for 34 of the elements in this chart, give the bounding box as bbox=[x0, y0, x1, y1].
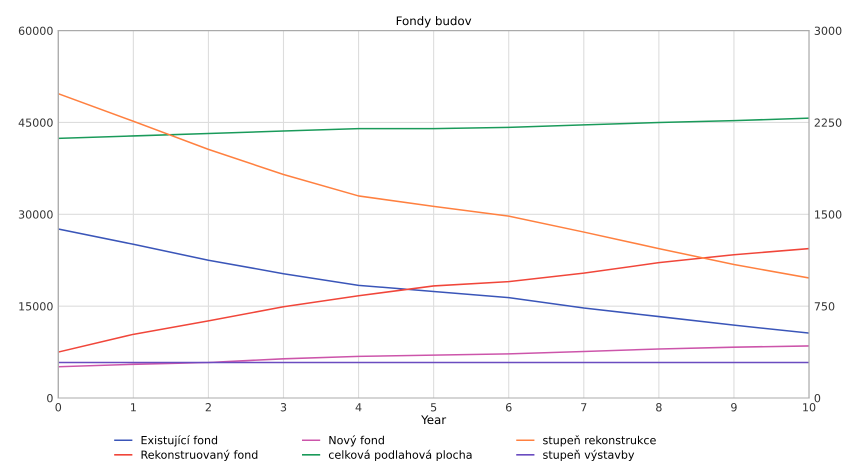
y2-tick-label: 2250 bbox=[814, 118, 842, 127]
x-tick-label: 9 bbox=[731, 403, 737, 412]
line-series bbox=[58, 248, 810, 353]
x-tick-label: 3 bbox=[280, 403, 286, 412]
line-series bbox=[58, 228, 810, 334]
y-tick-label: 45000 bbox=[18, 118, 53, 127]
x-tick-label: 2 bbox=[206, 403, 211, 412]
x-tick-label: 4 bbox=[356, 403, 362, 412]
y-tick-label: 15000 bbox=[19, 302, 53, 311]
y2-tick-label: 3000 bbox=[814, 26, 842, 35]
x-tick-label: 0 bbox=[55, 403, 62, 412]
x-tick-label: 6 bbox=[506, 403, 512, 412]
y2-tick-label: 750 bbox=[814, 302, 834, 311]
legend-label: stupeň výstavby bbox=[543, 450, 634, 461]
x-axis-title: Year bbox=[421, 415, 446, 424]
x-tick-label: 7 bbox=[581, 403, 586, 412]
chart-title: Fondy budov bbox=[396, 16, 472, 28]
y-tick-label: 0 bbox=[47, 394, 53, 402]
line-series bbox=[58, 117, 810, 140]
y2-tick-label: 0 bbox=[814, 394, 820, 402]
x-tick-label: 10 bbox=[803, 403, 816, 412]
legend-label: Rekonstruovaný fond bbox=[142, 450, 258, 461]
legend-label: celková podlahová plocha bbox=[328, 450, 472, 461]
x-tick-label: 1 bbox=[131, 403, 136, 412]
line-series bbox=[58, 345, 810, 368]
x-tick-label: 5 bbox=[430, 403, 436, 412]
y2-tick-label: 1500 bbox=[815, 210, 842, 219]
legend-label: Existující fond bbox=[142, 435, 218, 446]
line-series bbox=[58, 92, 810, 279]
x-tick-label: 8 bbox=[656, 403, 662, 412]
y-tick-label: 60000 bbox=[18, 26, 53, 35]
y-tick-label: 30000 bbox=[18, 210, 53, 219]
legend-label: stupeň rekonstrukce bbox=[543, 435, 656, 446]
legend-label: Nový fond bbox=[329, 435, 384, 446]
